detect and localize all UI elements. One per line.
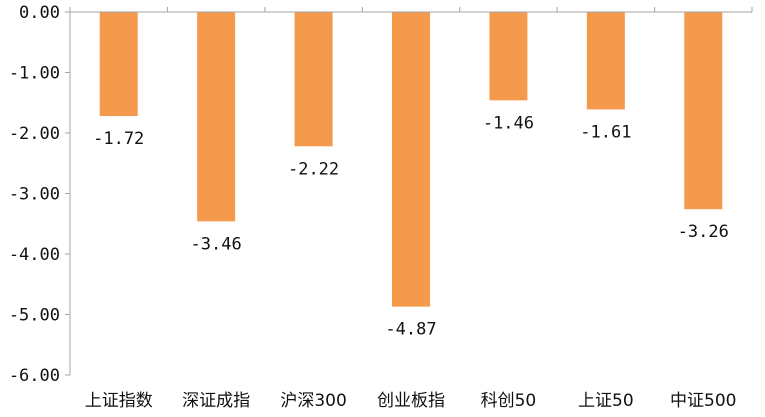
data-label: -2.22 [288,159,339,179]
category-label: 上证50 [578,391,634,411]
category-label: 深证成指 [182,391,250,411]
y-tick-label: -6.00 [9,366,60,386]
data-label: -1.61 [580,122,631,142]
y-tick-label: -1.00 [9,64,60,84]
bar [197,12,236,222]
data-labels: -1.72 -3.46 -2.22 -4.87 -1.46 -1.61 -3.26 [93,113,729,339]
category-label: 沪深300 [280,391,346,411]
category-label: 创业板指 [377,391,445,411]
bar [392,12,430,307]
y-tick-label: 0.00 [19,3,60,23]
data-label: -1.72 [93,129,144,149]
category-label: 上证指数 [85,391,153,411]
bar [294,12,333,147]
data-label: -4.87 [385,320,436,340]
bar [684,12,723,210]
x-axis: 上证指数 深证成指 沪深300 创业板指 科创50 上证50 中证500 [69,7,753,411]
category-label: 科创50 [481,391,537,411]
bars [99,12,723,307]
y-tick-label: -4.00 [9,245,60,265]
bar [99,12,138,117]
data-label: -3.26 [678,222,729,242]
bar [489,12,528,101]
data-label: -3.46 [191,234,242,254]
y-axis: 0.00 -1.00 -2.00 -3.00 -4.00 -5.00 -6.00 [9,3,71,386]
y-tick-label: -2.00 [9,124,60,144]
y-tick-label: -5.00 [9,306,60,326]
y-tick-label: -3.00 [9,185,60,205]
bar [586,12,625,110]
data-label: -1.46 [483,113,534,133]
category-label: 中证500 [670,391,736,411]
